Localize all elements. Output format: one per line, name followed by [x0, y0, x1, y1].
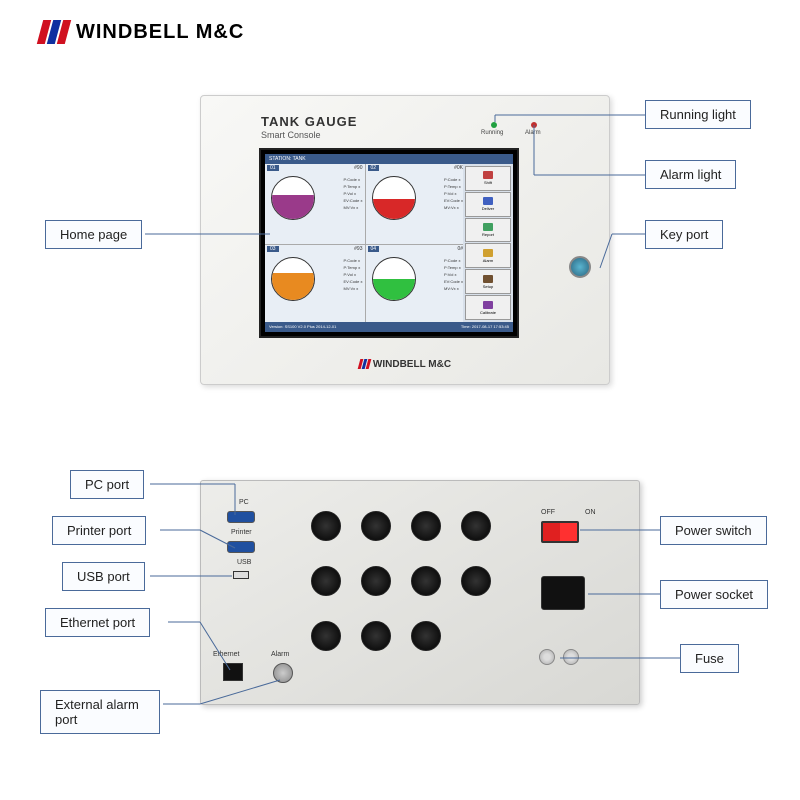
cable-gland-icon [311, 566, 341, 596]
device-front-panel: TANK GAUGE Smart Console Running Alarm S… [200, 95, 610, 385]
screen-footer: Version: SS100 V2.0 Plus 2014-12-01 Time… [265, 322, 513, 332]
cable-gland-icon [461, 566, 491, 596]
off-label: OFF [541, 509, 555, 516]
cable-gland-icon [311, 511, 341, 541]
tank-grid: 01#90P:Code xP:Temp xP:Vol xEV:Code xMV:… [265, 164, 465, 324]
alarm-port-icon [273, 663, 293, 683]
callout-power-socket: Power socket [660, 580, 768, 609]
callout-key-port: Key port [645, 220, 723, 249]
footer-time: Time: 2017-08-17 17:53:45 [461, 324, 509, 330]
brand-stripes-sm-icon [359, 359, 370, 369]
callout-alarm-light: Alarm light [645, 160, 736, 189]
device-subtitle: Smart Console [261, 130, 321, 140]
brand-logo: WINDBELL M&C [40, 20, 244, 44]
callout-ethernet-port: Ethernet port [45, 608, 150, 637]
logo-stripes-icon [40, 20, 68, 44]
cable-gland-icon [411, 566, 441, 596]
callout-power-switch: Power switch [660, 516, 767, 545]
cable-gland-icon [411, 621, 441, 651]
sidebar-btn: Shift [465, 166, 511, 191]
alarm-led-label: Alarm [525, 130, 541, 136]
on-label: ON [585, 509, 596, 516]
usb-port-label: USB [237, 559, 251, 566]
device-rear-panel: PC Printer USB Ethernet Alarm OFF ON [200, 480, 640, 705]
brand-name: WINDBELL M&C [76, 21, 244, 44]
cable-gland-icon [361, 511, 391, 541]
screen-sidebar: ShiftDeliverReportAlarmSetupCalibrate [463, 164, 513, 322]
pc-serial-port-icon [227, 511, 255, 523]
callout-usb-port: USB port [62, 562, 145, 591]
cable-gland-icon [461, 511, 491, 541]
callout-printer-port: Printer port [52, 516, 146, 545]
alarm-led-icon [531, 122, 537, 128]
tank-cell: 03#93P:Code xP:Temp xP:Vol xEV:Code xMV:… [265, 245, 365, 325]
callout-external-alarm: External alarm port [40, 690, 160, 734]
sidebar-btn: Report [465, 218, 511, 243]
cable-gland-icon [361, 621, 391, 651]
callout-fuse: Fuse [680, 644, 739, 673]
device-screen: STATION: TANK 01#90P:Code xP:Temp xP:Vol… [259, 148, 519, 338]
device-brand-text: WINDBELL M&C [373, 359, 451, 370]
running-led-icon [491, 122, 497, 128]
power-switch-icon [541, 521, 579, 543]
callout-pc-port: PC port [70, 470, 144, 499]
power-socket-icon [541, 576, 585, 610]
sidebar-btn: Alarm [465, 243, 511, 268]
cable-gland-icon [411, 511, 441, 541]
device-title: TANK GAUGE [261, 114, 357, 129]
callout-home-page: Home page [45, 220, 142, 249]
sidebar-btn: Deliver [465, 192, 511, 217]
cable-gland-icon [311, 621, 341, 651]
fuse-icon [539, 649, 555, 665]
footer-version: Version: SS100 V2.0 Plus 2014-12-01 [269, 324, 336, 330]
tank-cell: 040#P:Code xP:Temp xP:Vol xEV:Code xMV:V… [366, 245, 466, 325]
sidebar-btn: Calibrate [465, 295, 511, 320]
ethernet-port-label: Ethernet [213, 651, 239, 658]
tank-cell: 01#90P:Code xP:Temp xP:Vol xEV:Code xMV:… [265, 164, 365, 244]
key-port-icon [569, 256, 591, 278]
device-brand-footer: WINDBELL M&C [201, 359, 609, 370]
screen-header: STATION: TANK [265, 154, 513, 164]
cable-gland-icon [361, 566, 391, 596]
pc-port-label: PC [239, 499, 249, 506]
alarm-port-label: Alarm [271, 651, 289, 658]
tank-cell: 02#0KP:Code xP:Temp xP:Vol xEV:Code xMV:… [366, 164, 466, 244]
callout-running-light: Running light [645, 100, 751, 129]
usb-port-icon [233, 571, 249, 579]
printer-port-label: Printer [231, 529, 252, 536]
running-led-label: Running [481, 130, 503, 136]
ethernet-port-icon [223, 663, 243, 681]
printer-serial-port-icon [227, 541, 255, 553]
sidebar-btn: Setup [465, 269, 511, 294]
fuse-icon-2 [563, 649, 579, 665]
